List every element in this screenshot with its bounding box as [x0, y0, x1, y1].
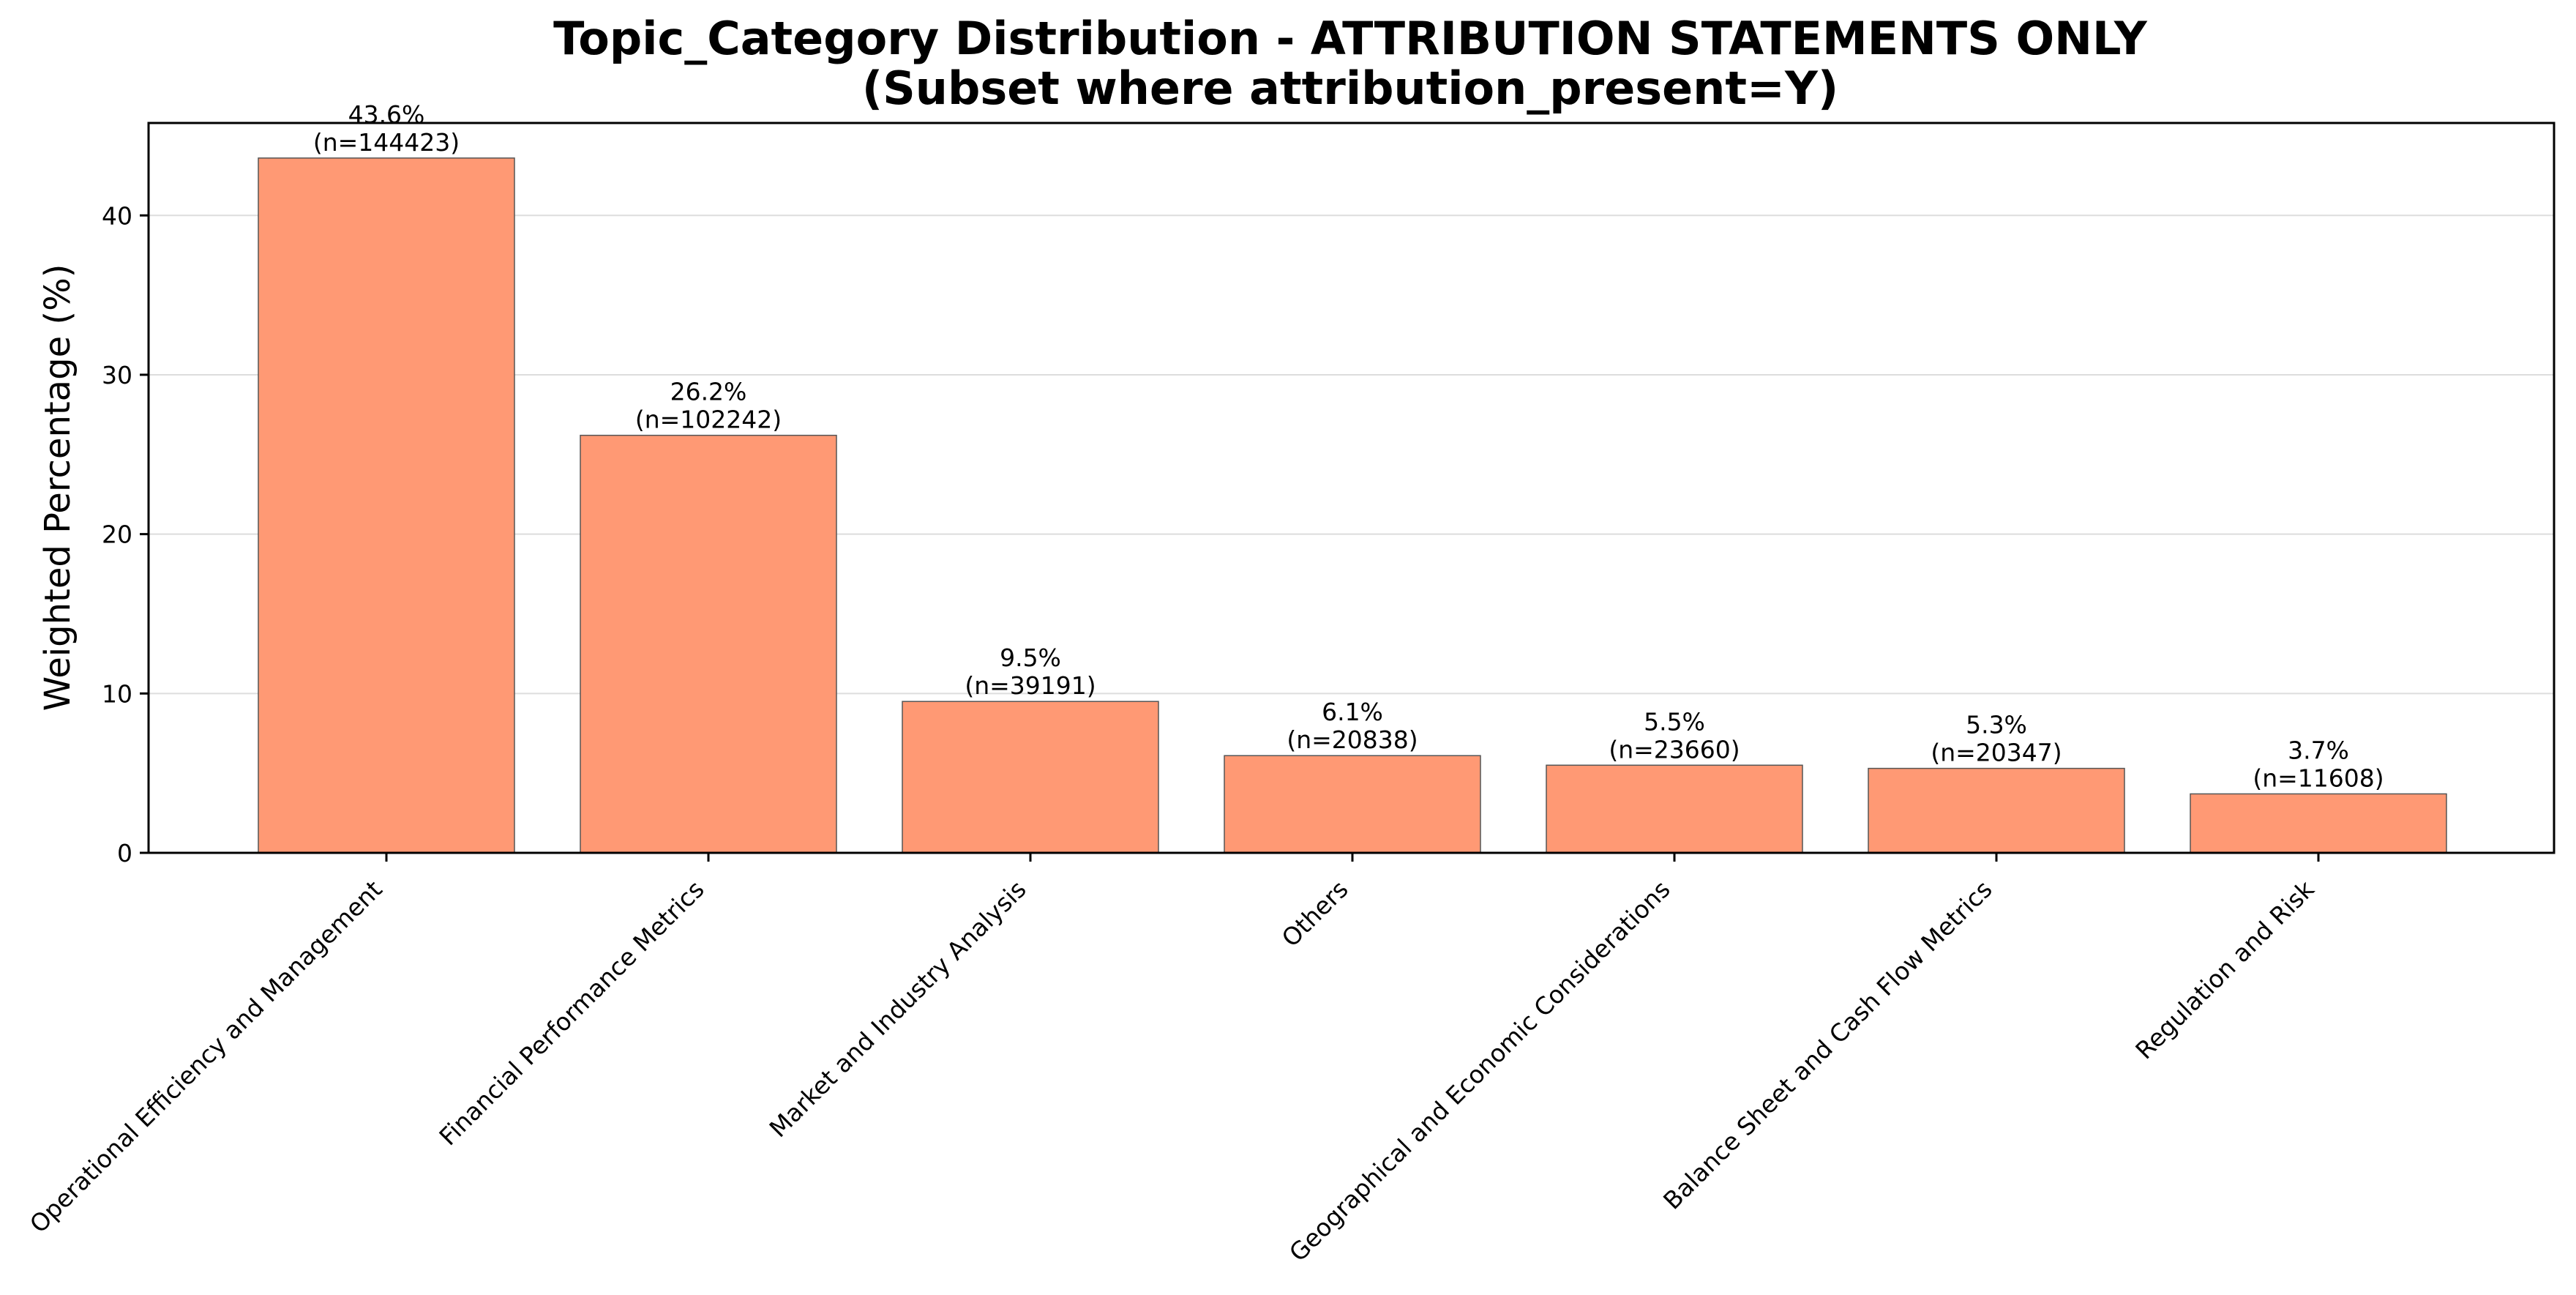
bar — [902, 701, 1159, 854]
y-axis: 0 10 20 30 40 — [102, 201, 149, 867]
bar-count-label: (n=39191) — [965, 671, 1096, 700]
y-tick-label: 40 — [102, 201, 132, 230]
bar-count-label: (n=144423) — [313, 128, 460, 157]
bar-count-label: (n=20347) — [1931, 739, 2062, 767]
x-tick-label: Geographical and Economic Considerations — [1284, 875, 1676, 1267]
bar — [1224, 755, 1481, 854]
bar-value-label: 3.7% — [2288, 736, 2349, 764]
bar-value-label: 5.5% — [1644, 707, 1705, 736]
bar-count-label: (n=20838) — [1287, 725, 1418, 754]
x-tick-label: Financial Performance Metrics — [433, 875, 709, 1151]
bars — [258, 157, 2447, 854]
x-tick-label: Others — [1276, 875, 1354, 952]
bar — [258, 157, 515, 854]
bar-value-label: 6.1% — [1322, 698, 1383, 726]
x-tick-label: Regulation and Risk — [2130, 874, 2320, 1064]
gridlines — [149, 214, 2554, 695]
bar — [1868, 767, 2125, 854]
bar-count-label: (n=102242) — [635, 406, 782, 434]
y-tick-label: 0 — [117, 839, 132, 867]
bar-count-label: (n=23660) — [1609, 735, 1740, 764]
bar — [1546, 764, 1803, 854]
chart-subtitle: (Subset where attribution_present=Y) — [862, 61, 1838, 115]
bar-value-label: 5.3% — [1966, 711, 2027, 739]
y-tick-label: 10 — [102, 679, 132, 708]
y-axis-label: Weighted Percentage (%) — [37, 264, 78, 712]
bar-value-label: 9.5% — [1000, 643, 1061, 672]
y-tick-label: 20 — [102, 520, 132, 549]
bar-value-label: 26.2% — [670, 378, 747, 406]
x-tick-label: Balance Sheet and Cash Flow Metrics — [1658, 875, 1998, 1215]
x-axis: Operational Efficiency and Management Fin… — [24, 853, 2320, 1267]
bar — [2190, 793, 2447, 854]
x-tick-label: Operational Efficiency and Management — [24, 875, 388, 1239]
bar-count-label: (n=11608) — [2253, 764, 2384, 792]
bar-value-label: 43.6% — [348, 100, 425, 129]
bar-labels: 43.6%(n=144423) 26.2%(n=102242) 9.5%(n=391… — [313, 100, 2384, 793]
x-tick-label: Market and Industry Analysis — [764, 875, 1032, 1143]
bar — [580, 434, 837, 854]
y-tick-label: 30 — [102, 361, 132, 389]
chart-title: Topic_Category Distribution - ATTRIBUTIO… — [553, 12, 2148, 65]
